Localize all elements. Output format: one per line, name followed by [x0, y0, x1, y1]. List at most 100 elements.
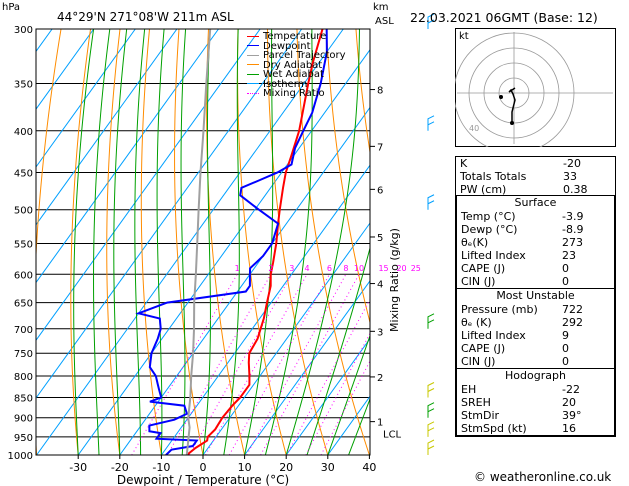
pressure-tick-label: 400 — [14, 127, 33, 138]
mixing-ratio-line — [320, 359, 370, 455]
legend-swatch — [247, 83, 259, 84]
index-value: 722 — [562, 303, 583, 316]
index-row: θₑ(K) 273 — [457, 236, 614, 249]
index-label: Dewp (°C) — [461, 223, 518, 236]
mixing-ratio-line — [166, 274, 272, 455]
indices-table: K -20 Totals Totals 33 PW (cm) 0.38 Surface T… — [455, 156, 616, 437]
isotherm-line — [36, 29, 261, 342]
index-value: 23 — [562, 249, 576, 262]
dry-adiabat-line — [266, 29, 329, 455]
mixing-ratio-label: 4 — [305, 264, 310, 273]
legend-label: Temperature — [263, 31, 327, 42]
isotherm-line — [244, 279, 370, 455]
legend-label: Parcel Trajectory — [263, 50, 346, 61]
index-value: -8.9 — [562, 223, 584, 236]
copyright: © weatheronline.co.uk — [474, 470, 612, 484]
dry-adiabat-line — [621, 29, 629, 455]
index-row: SREH 20 — [457, 396, 614, 409]
mixing-ratio-label: 6 — [327, 264, 332, 273]
index-value: 20 — [562, 396, 576, 409]
wet-adiabat-line — [113, 29, 128, 455]
index-row: Lifted Index 9 — [457, 329, 614, 342]
wet-adiabat-line — [156, 29, 165, 455]
wet-adiabat-line — [93, 29, 111, 455]
mixing-ratio-axis-label: Mixing Ratio (g/kg) — [388, 228, 401, 332]
pressure-tick-label: 950 — [14, 433, 33, 444]
dry-adiabat-line — [325, 29, 370, 325]
km-tick-label: 2 — [377, 373, 383, 384]
pressure-tick-label: 750 — [14, 349, 33, 360]
hodograph-title: Hodograph — [505, 369, 566, 382]
legend-swatch — [247, 35, 259, 37]
index-label: SREH — [461, 396, 491, 409]
index-label: CIN (J) — [461, 355, 496, 368]
index-row: CAPE (J) 0 — [457, 342, 614, 355]
pressure-tick-label: 1000 — [8, 451, 33, 462]
wet-adiabat-line — [134, 29, 146, 455]
isotherm-line — [285, 337, 370, 455]
index-row: Dewp (°C) -8.9 — [457, 223, 614, 236]
wind-barb — [427, 439, 435, 455]
km-tick-label: 6 — [377, 185, 383, 196]
temp-tick-label: -30 — [69, 461, 87, 474]
index-row: CIN (J) 0 — [457, 275, 614, 288]
pressure-tick-label: 800 — [14, 372, 33, 383]
location-title: 44°29'N 271°08'W 211m ASL — [57, 10, 234, 24]
wet-adiabat-line — [73, 29, 95, 455]
index-label: θₑ(K) — [461, 236, 489, 249]
dry-adiabat-line — [237, 29, 287, 455]
wind-barb — [427, 382, 435, 398]
legend-swatch — [247, 73, 259, 75]
mixing-ratio-label: 25 — [411, 264, 421, 273]
index-row: θₑ (K) 292 — [457, 316, 614, 329]
unstable-section: Most Unstable Pressure (mb) 722 θₑ (K) 292 L… — [456, 288, 615, 369]
surface-title: Surface — [514, 196, 557, 209]
index-row: CAPE (J) 0 — [457, 262, 614, 275]
km-label: km — [373, 2, 389, 13]
index-label: θₑ (K) — [461, 316, 492, 329]
km-tick-label: 3 — [377, 327, 383, 338]
lcl-label: LCL — [383, 429, 402, 440]
km-tick-label: 5 — [377, 233, 383, 244]
mixing-ratio-label: 15 — [378, 264, 388, 273]
dry-adiabat-line — [106, 29, 121, 455]
index-value: -3.9 — [562, 210, 584, 223]
mixing-ratio-line — [246, 274, 347, 455]
wet-adiabat-line — [327, 334, 370, 455]
hodograph-trace — [508, 87, 516, 123]
legend-item: Parcel Trajectory — [247, 50, 346, 61]
hodograph-unit-label: kt — [459, 31, 469, 42]
temp-tick-label: 40 — [362, 461, 376, 474]
legend-label: Dewpoint — [263, 40, 311, 52]
pressure-tick-label: 550 — [14, 239, 33, 250]
index-label: Lifted Index — [461, 249, 526, 262]
wet-adiabat-line — [264, 29, 313, 455]
dry-adiabat-line — [206, 29, 246, 455]
temp-tick-label: 20 — [279, 461, 293, 474]
mixing-ratio-line — [205, 274, 308, 455]
index-value: 39° — [562, 409, 582, 422]
wet-adiabat-line — [306, 246, 370, 455]
mixing-ratio-label: 3 — [289, 264, 294, 273]
isotherm-line — [0, 29, 11, 455]
asl-label: ASL — [375, 16, 394, 27]
mixing-ratio-line — [131, 274, 238, 455]
dry-adiabat-line — [70, 29, 92, 455]
pressure-tick-label: 650 — [14, 299, 33, 310]
index-row: CIN (J) 0 — [457, 355, 614, 368]
index-value: 33 — [563, 170, 577, 183]
index-value: 0 — [562, 275, 569, 288]
isotherm-line — [36, 29, 303, 399]
index-label: CAPE (J) — [461, 342, 506, 355]
legend-item: Isotherm — [247, 79, 307, 90]
wind-barb — [427, 421, 435, 437]
legend-label: Isotherm — [263, 78, 308, 90]
legend-swatch — [247, 45, 259, 46]
pressure-tick-label: 350 — [14, 80, 33, 91]
isotherm-line — [36, 29, 136, 168]
pressure-tick-label: 600 — [14, 270, 33, 281]
dry-adiabat-line — [355, 29, 370, 156]
mixing-ratio-label: 8 — [343, 264, 348, 273]
isotherm-line — [36, 29, 178, 226]
